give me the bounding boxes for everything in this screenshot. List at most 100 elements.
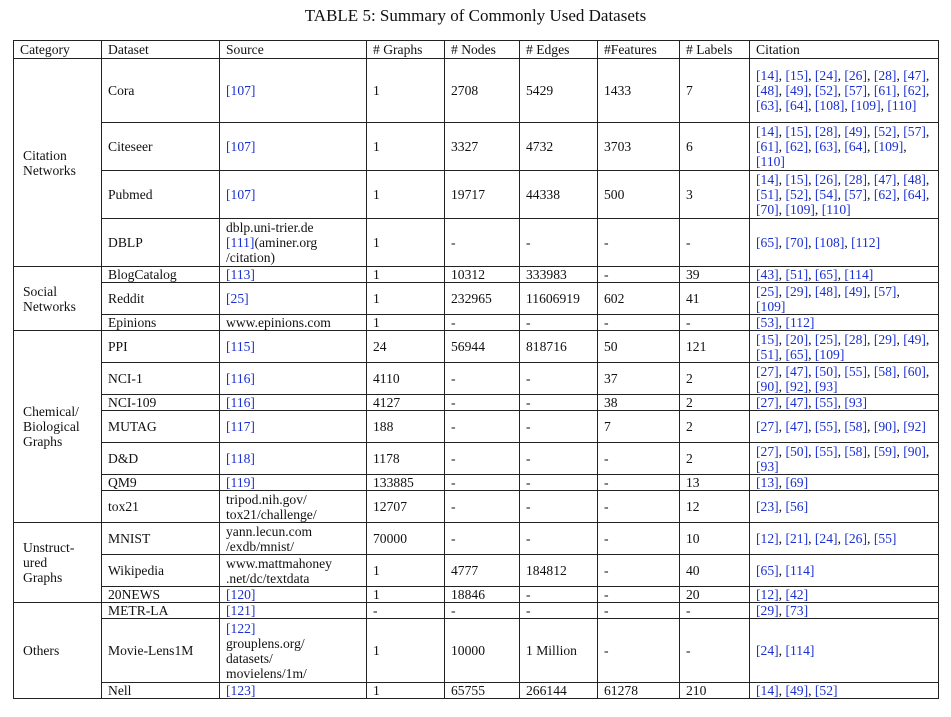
source-ref-link[interactable]: [25]	[226, 291, 249, 306]
citation-ref-link[interactable]: [49]	[844, 124, 868, 139]
citation-ref-link[interactable]: [15]	[785, 124, 809, 139]
citation-ref-link[interactable]: [57]	[873, 283, 897, 299]
citation-ref-link[interactable]: [110]	[756, 154, 785, 169]
citation-ref-link[interactable]: [29]	[785, 283, 809, 299]
citation-ref-link[interactable]: [61]	[756, 139, 779, 154]
citation-ref-link[interactable]: [90]	[756, 378, 779, 394]
citation-ref-link[interactable]: [62]	[785, 139, 809, 154]
citation-ref-link[interactable]: [51]	[785, 267, 809, 282]
citation-ref-link[interactable]: [59]	[873, 443, 897, 459]
citation-ref-link[interactable]: [64]	[785, 98, 809, 113]
citation-ref-link[interactable]: [12]	[756, 531, 779, 546]
citation-ref-link[interactable]: [12]	[756, 587, 779, 602]
citation-ref-link[interactable]: [43]	[756, 267, 779, 282]
source-ref-link[interactable]: [115]	[226, 339, 255, 354]
citation-ref-link[interactable]: [112]	[785, 315, 815, 330]
citation-ref-link[interactable]: [114]	[844, 267, 874, 282]
citation-ref-link[interactable]: [24]	[814, 68, 838, 83]
source-ref-link[interactable]: [111]	[226, 235, 255, 250]
citation-ref-link[interactable]: [28]	[814, 124, 838, 139]
citation-ref-link[interactable]: [49]	[785, 83, 809, 98]
citation-ref-link[interactable]: [108]	[814, 98, 845, 113]
citation-ref-link[interactable]: [28]	[873, 68, 897, 83]
source-ref-link[interactable]: [121]	[226, 603, 256, 618]
citation-ref-link[interactable]: [52]	[814, 83, 838, 98]
citation-ref-link[interactable]: [50]	[785, 443, 809, 459]
citation-ref-link[interactable]: [93]	[844, 395, 868, 410]
citation-ref-link[interactable]: [65]	[756, 235, 779, 250]
source-ref-link[interactable]: [123]	[226, 683, 256, 698]
citation-ref-link[interactable]: [55]	[814, 419, 838, 434]
citation-ref-link[interactable]: [90]	[903, 443, 926, 459]
citation-ref-link[interactable]: [24]	[814, 531, 838, 546]
citation-ref-link[interactable]: [55]	[814, 395, 838, 410]
citation-ref-link[interactable]: [47]	[873, 172, 897, 187]
citation-ref-link[interactable]: [57]	[844, 187, 868, 202]
citation-ref-link[interactable]: [73]	[785, 603, 809, 618]
citation-ref-link[interactable]: [23]	[756, 499, 779, 514]
citation-ref-link[interactable]: [47]	[785, 395, 809, 410]
citation-ref-link[interactable]: [55]	[814, 443, 838, 459]
source-ref-link[interactable]: [116]	[226, 395, 255, 410]
citation-ref-link[interactable]: [55]	[873, 531, 897, 546]
citation-ref-link[interactable]: [26]	[814, 172, 838, 187]
citation-ref-link[interactable]: [42]	[785, 587, 809, 602]
citation-ref-link[interactable]: [58]	[844, 443, 868, 459]
citation-ref-link[interactable]: [25]	[756, 283, 779, 299]
source-ref-link[interactable]: [119]	[226, 475, 255, 490]
citation-ref-link[interactable]: [14]	[756, 683, 779, 698]
citation-ref-link[interactable]: [92]	[785, 378, 809, 394]
citation-ref-link[interactable]: [108]	[814, 235, 845, 250]
citation-ref-link[interactable]: [109]	[785, 202, 815, 217]
citation-ref-link[interactable]: [49]	[785, 683, 809, 698]
source-ref-link[interactable]: [107]	[226, 83, 256, 98]
citation-ref-link[interactable]: [27]	[756, 395, 779, 410]
citation-ref-link[interactable]: [63]	[814, 139, 838, 154]
citation-ref-link[interactable]: [110]	[887, 98, 917, 113]
source-ref-link[interactable]: [118]	[226, 451, 255, 466]
citation-ref-link[interactable]: [52]	[785, 187, 809, 202]
citation-ref-link[interactable]: [60]	[903, 363, 926, 379]
citation-ref-link[interactable]: [15]	[756, 331, 779, 347]
citation-ref-link[interactable]: [92]	[903, 419, 926, 434]
citation-ref-link[interactable]: [93]	[756, 458, 779, 474]
citation-ref-link[interactable]: [109]	[756, 298, 786, 314]
citation-ref-link[interactable]: [47]	[785, 419, 809, 434]
citation-ref-link[interactable]: [13]	[756, 475, 779, 490]
citation-ref-link[interactable]: [65]	[756, 563, 779, 578]
citation-ref-link[interactable]: [53]	[756, 315, 779, 330]
citation-ref-link[interactable]: [63]	[756, 98, 779, 113]
citation-ref-link[interactable]: [51]	[756, 346, 779, 362]
citation-ref-link[interactable]: [27]	[756, 419, 779, 434]
citation-ref-link[interactable]: [114]	[785, 643, 815, 658]
citation-ref-link[interactable]: [64]	[903, 187, 926, 202]
citation-ref-link[interactable]: [24]	[756, 643, 779, 658]
citation-ref-link[interactable]: [57]	[903, 124, 926, 139]
citation-ref-link[interactable]: [54]	[814, 187, 838, 202]
citation-ref-link[interactable]: [58]	[873, 363, 897, 379]
citation-ref-link[interactable]: [28]	[844, 331, 868, 347]
source-ref-link[interactable]: [107]	[226, 139, 256, 154]
citation-ref-link[interactable]: [14]	[756, 172, 779, 187]
citation-ref-link[interactable]: [26]	[844, 531, 868, 546]
citation-ref-link[interactable]: [62]	[903, 83, 926, 98]
citation-ref-link[interactable]: [109]	[814, 346, 845, 362]
citation-ref-link[interactable]: [52]	[873, 124, 897, 139]
citation-ref-link[interactable]: [27]	[756, 363, 779, 379]
citation-ref-link[interactable]: [21]	[785, 531, 809, 546]
citation-ref-link[interactable]: [70]	[785, 235, 809, 250]
citation-ref-link[interactable]: [65]	[814, 267, 838, 282]
citation-ref-link[interactable]: [14]	[756, 68, 779, 83]
citation-ref-link[interactable]: [109]	[851, 98, 881, 113]
source-ref-link[interactable]: [113]	[226, 267, 255, 282]
citation-ref-link[interactable]: [47]	[903, 68, 926, 83]
citation-ref-link[interactable]: [15]	[785, 68, 809, 83]
citation-ref-link[interactable]: [90]	[873, 419, 897, 434]
citation-ref-link[interactable]: [55]	[844, 363, 868, 379]
citation-ref-link[interactable]: [110]	[821, 202, 851, 217]
citation-ref-link[interactable]: [29]	[873, 331, 897, 347]
citation-ref-link[interactable]: [49]	[844, 283, 868, 299]
citation-ref-link[interactable]: [48]	[756, 83, 779, 98]
citation-ref-link[interactable]: [47]	[785, 363, 809, 379]
citation-ref-link[interactable]: [56]	[785, 499, 809, 514]
